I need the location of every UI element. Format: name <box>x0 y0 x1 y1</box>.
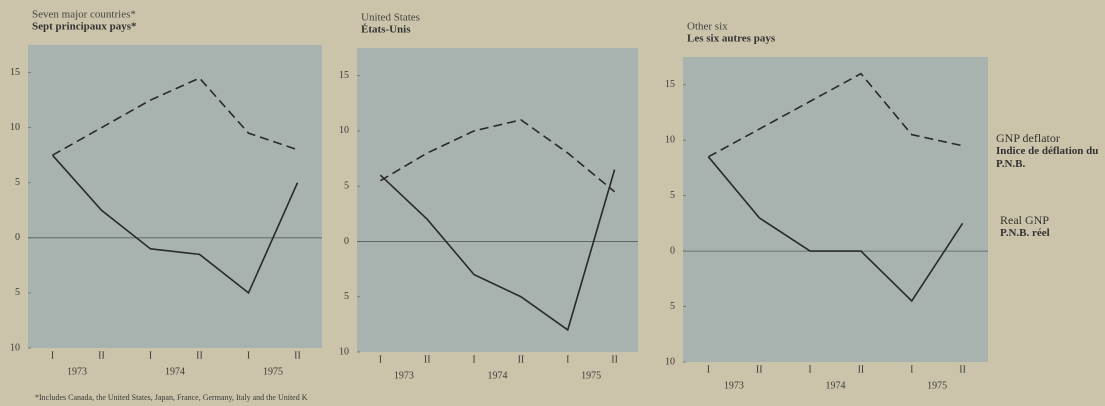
legend-label: Real GNP <box>1000 213 1049 227</box>
x-tick-label: II <box>756 364 763 375</box>
chart-title: Seven major countries* <box>32 9 136 21</box>
y-tick-label: 10 <box>665 356 675 367</box>
deflator-line <box>708 72 963 158</box>
y-tick-label: 15 <box>10 67 20 78</box>
x-tick-label: II <box>98 350 105 361</box>
x-tick-label: I <box>379 354 382 365</box>
year-label: 1975 <box>927 380 947 391</box>
real-gnp-line <box>51 154 299 295</box>
x-tick-label: II <box>424 354 431 365</box>
x-tick-label: I <box>566 354 569 365</box>
legend-label: GNP deflator <box>996 131 1060 145</box>
chart-subtitle: Sept principaux pays* <box>32 21 137 33</box>
x-tick-label: II <box>196 350 203 361</box>
x-tick-label: I <box>247 350 250 361</box>
y-tick-label: 0 <box>15 232 20 243</box>
y-tick-label: 10 <box>339 346 349 357</box>
y-tick-label: 5 <box>15 177 20 188</box>
x-tick-label: I <box>51 350 54 361</box>
x-tick-label: II <box>959 364 966 375</box>
year-label: 1975 <box>263 366 283 377</box>
y-tick-label: 10 <box>665 134 675 145</box>
legend-real: Real GNP P.N.B. réel <box>1000 214 1105 239</box>
year-label: 1974 <box>165 366 185 377</box>
real-gnp-line <box>379 169 616 332</box>
x-tick-label: II <box>611 354 618 365</box>
x-tick-label: I <box>910 364 913 375</box>
legend-deflator: GNP deflator Indice de déflation du P.N.… <box>996 132 1105 170</box>
y-tick-label: 5 <box>15 287 20 298</box>
legend-label-fr: P.N.B. réel <box>1000 227 1050 239</box>
deflator-line <box>52 77 298 156</box>
y-tick-label: 5 <box>670 190 675 201</box>
chart-title: United States <box>361 12 420 24</box>
year-label: 1973 <box>724 380 744 391</box>
y-tick-label: 10 <box>10 342 20 353</box>
plot-area <box>683 57 988 362</box>
y-tick-label: 5 <box>670 301 675 312</box>
x-tick-label: I <box>149 350 152 361</box>
x-tick-label: I <box>707 364 710 375</box>
chart-subtitle: États-Unis <box>361 24 411 36</box>
y-tick-label: 0 <box>670 245 675 256</box>
y-tick-label: 10 <box>339 125 349 136</box>
chart-subtitle: Les six autres pays <box>687 33 776 45</box>
year-label: 1975 <box>581 370 601 381</box>
y-tick-label: 5 <box>344 180 349 191</box>
year-label: 1973 <box>67 366 87 377</box>
x-tick-label: II <box>858 364 865 375</box>
plot-area <box>28 45 322 348</box>
year-label: 1974 <box>826 380 846 391</box>
year-label: 1974 <box>488 370 508 381</box>
x-tick-label: II <box>518 354 525 365</box>
real-gnp-line <box>707 156 964 303</box>
footnote: *Includes Canada, the United States, Jap… <box>35 393 308 402</box>
y-tick-label: 10 <box>10 122 20 133</box>
y-tick-label: 5 <box>344 291 349 302</box>
y-tick-label: 0 <box>344 236 349 247</box>
legend-label-fr: Indice de déflation du P.N.B. <box>996 145 1099 170</box>
x-tick-label: II <box>294 350 301 361</box>
year-label: 1973 <box>394 370 414 381</box>
deflator-line <box>380 118 616 193</box>
chart-title: Other six <box>687 21 728 33</box>
y-tick-label: 15 <box>665 79 675 90</box>
y-tick-label: 15 <box>339 70 349 81</box>
x-tick-label: I <box>808 364 811 375</box>
plot-area <box>357 48 638 352</box>
x-tick-label: I <box>472 354 475 365</box>
